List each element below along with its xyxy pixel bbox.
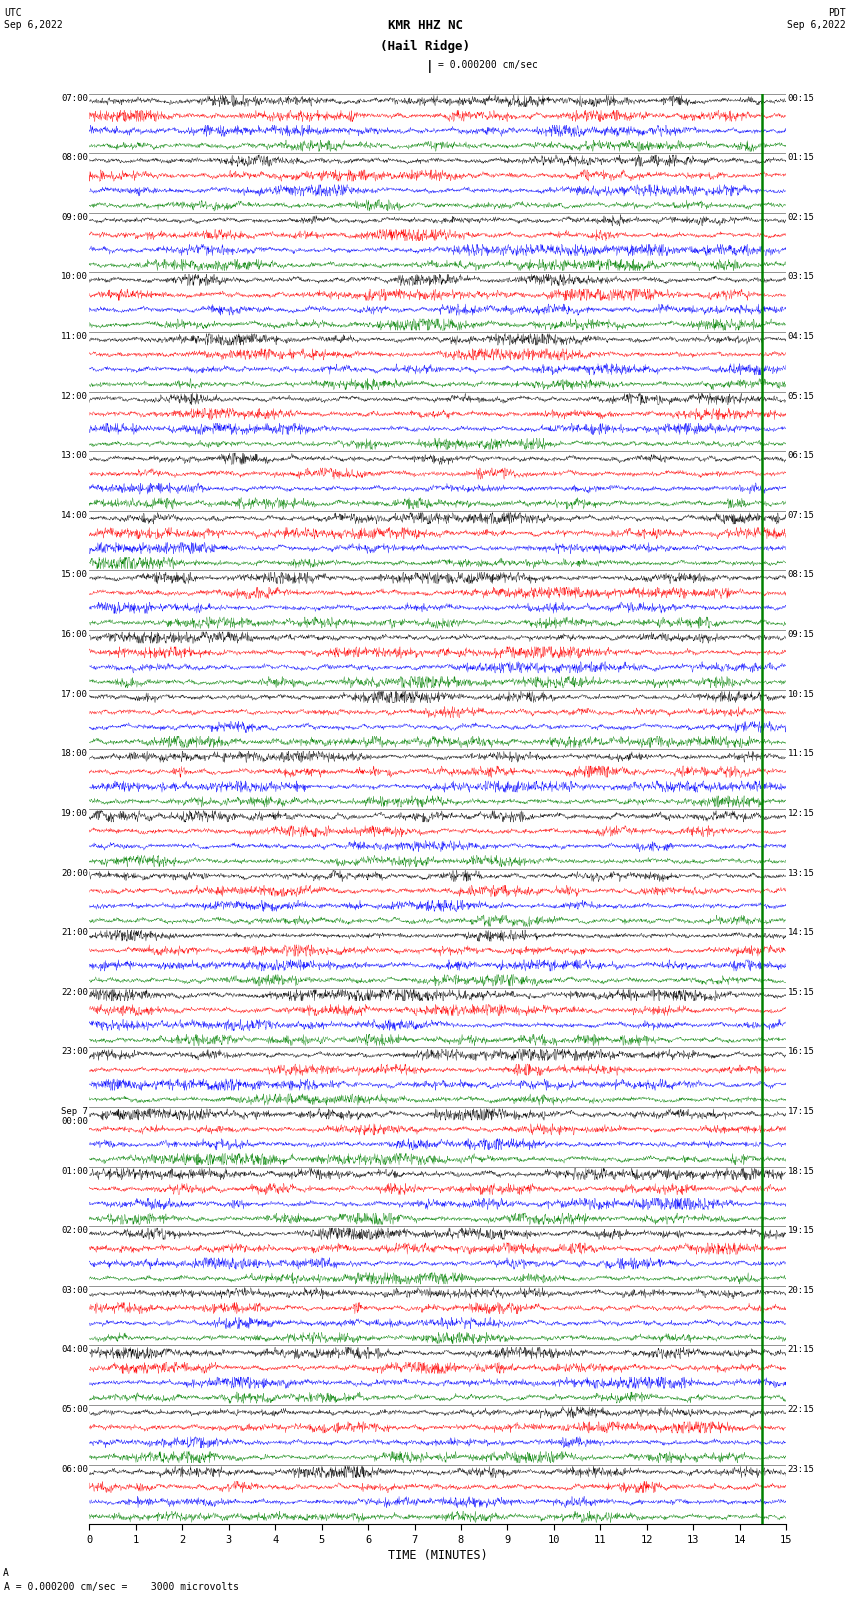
Text: UTC
Sep 6,2022: UTC Sep 6,2022 bbox=[4, 8, 63, 29]
Text: 13:15: 13:15 bbox=[788, 868, 814, 877]
Text: 07:00: 07:00 bbox=[61, 94, 88, 103]
Text: A = 0.000200 cm/sec =    3000 microvolts: A = 0.000200 cm/sec = 3000 microvolts bbox=[4, 1582, 239, 1592]
Text: 11:15: 11:15 bbox=[788, 750, 814, 758]
Text: 16:15: 16:15 bbox=[788, 1047, 814, 1057]
Text: 07:15: 07:15 bbox=[788, 511, 814, 519]
Text: 21:15: 21:15 bbox=[788, 1345, 814, 1355]
Text: |: | bbox=[426, 60, 433, 73]
Text: 21:00: 21:00 bbox=[61, 927, 88, 937]
Text: 19:15: 19:15 bbox=[788, 1226, 814, 1236]
Text: 01:00: 01:00 bbox=[61, 1166, 88, 1176]
Text: 10:00: 10:00 bbox=[61, 273, 88, 281]
Text: 12:00: 12:00 bbox=[61, 392, 88, 400]
Text: 03:00: 03:00 bbox=[61, 1286, 88, 1295]
Text: 22:15: 22:15 bbox=[788, 1405, 814, 1415]
Text: A: A bbox=[3, 1568, 8, 1578]
Text: 14:00: 14:00 bbox=[61, 511, 88, 519]
Text: 14:15: 14:15 bbox=[788, 927, 814, 937]
Text: 02:15: 02:15 bbox=[788, 213, 814, 221]
Text: 04:15: 04:15 bbox=[788, 332, 814, 340]
Text: 06:00: 06:00 bbox=[61, 1465, 88, 1474]
Text: 17:15: 17:15 bbox=[788, 1107, 814, 1116]
Text: 15:15: 15:15 bbox=[788, 987, 814, 997]
Text: PDT
Sep 6,2022: PDT Sep 6,2022 bbox=[787, 8, 846, 29]
Text: 08:15: 08:15 bbox=[788, 571, 814, 579]
X-axis label: TIME (MINUTES): TIME (MINUTES) bbox=[388, 1548, 488, 1561]
Text: 18:00: 18:00 bbox=[61, 750, 88, 758]
Text: 11:00: 11:00 bbox=[61, 332, 88, 340]
Text: 01:15: 01:15 bbox=[788, 153, 814, 163]
Text: 00:15: 00:15 bbox=[788, 94, 814, 103]
Text: (Hail Ridge): (Hail Ridge) bbox=[380, 40, 470, 53]
Text: 02:00: 02:00 bbox=[61, 1226, 88, 1236]
Text: 09:00: 09:00 bbox=[61, 213, 88, 221]
Text: 23:00: 23:00 bbox=[61, 1047, 88, 1057]
Text: 05:15: 05:15 bbox=[788, 392, 814, 400]
Text: 10:15: 10:15 bbox=[788, 690, 814, 698]
Text: 16:00: 16:00 bbox=[61, 631, 88, 639]
Text: 15:00: 15:00 bbox=[61, 571, 88, 579]
Text: 05:00: 05:00 bbox=[61, 1405, 88, 1415]
Text: 19:00: 19:00 bbox=[61, 810, 88, 818]
Text: 08:00: 08:00 bbox=[61, 153, 88, 163]
Text: Sep 7
00:00: Sep 7 00:00 bbox=[61, 1107, 88, 1126]
Text: 20:00: 20:00 bbox=[61, 868, 88, 877]
Text: = 0.000200 cm/sec: = 0.000200 cm/sec bbox=[438, 60, 537, 69]
Text: 18:15: 18:15 bbox=[788, 1166, 814, 1176]
Text: 13:00: 13:00 bbox=[61, 452, 88, 460]
Text: KMR HHZ NC: KMR HHZ NC bbox=[388, 19, 462, 32]
Text: 12:15: 12:15 bbox=[788, 810, 814, 818]
Text: 09:15: 09:15 bbox=[788, 631, 814, 639]
Text: 03:15: 03:15 bbox=[788, 273, 814, 281]
Text: 22:00: 22:00 bbox=[61, 987, 88, 997]
Text: 17:00: 17:00 bbox=[61, 690, 88, 698]
Text: 20:15: 20:15 bbox=[788, 1286, 814, 1295]
Text: 04:00: 04:00 bbox=[61, 1345, 88, 1355]
Text: 06:15: 06:15 bbox=[788, 452, 814, 460]
Text: 23:15: 23:15 bbox=[788, 1465, 814, 1474]
